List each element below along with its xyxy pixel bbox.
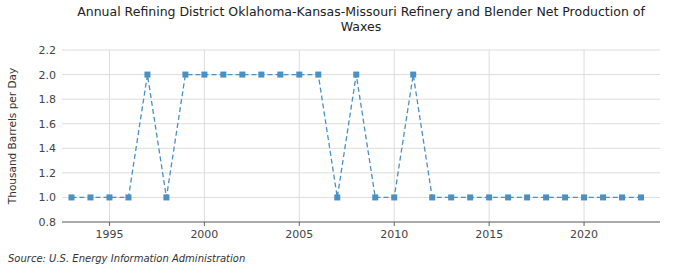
point: [163, 194, 169, 200]
point: [201, 72, 207, 78]
point: [296, 72, 302, 78]
point: [543, 194, 549, 200]
x-tick: [109, 222, 110, 226]
point: [106, 194, 112, 200]
title-line: Waxes: [341, 19, 381, 34]
point: [429, 194, 435, 200]
point: [391, 194, 397, 200]
y-grid-line: [62, 123, 660, 124]
y-tick-label: 0.8: [39, 216, 57, 229]
point: [144, 72, 150, 78]
series-line: [71, 75, 641, 198]
point: [619, 194, 625, 200]
y-grid-line: [62, 148, 660, 149]
point: [562, 194, 568, 200]
point: [220, 72, 226, 78]
y-tick-label: 1.0: [39, 191, 57, 204]
x-tick-label: 2020: [570, 228, 598, 241]
x-tick: [489, 222, 490, 226]
point: [353, 72, 359, 78]
chart: Annual Refining District Oklahoma-Kansas…: [0, 0, 675, 275]
point: [258, 72, 264, 78]
point: [372, 194, 378, 200]
x-tick-label: 2015: [475, 228, 503, 241]
x-axis-line: [62, 222, 660, 223]
point: [277, 72, 283, 78]
point: [524, 194, 530, 200]
annotation: Source: U.S. Energy Information Administ…: [8, 253, 245, 264]
point: [505, 194, 511, 200]
y-tick-label: 1.6: [39, 118, 57, 131]
x-tick-label: 2010: [380, 228, 408, 241]
point: [600, 194, 606, 200]
point: [448, 194, 454, 200]
title: Annual Refining District Oklahoma-Kansas…: [77, 4, 645, 34]
point: [334, 194, 340, 200]
y-axis-label: Thousand Barrels per Day: [6, 68, 18, 205]
y-tick-label: 1.8: [39, 93, 57, 106]
grid: [62, 50, 660, 222]
title-line: Annual Refining District Oklahoma-Kansas…: [77, 4, 645, 19]
y-tick-label: 2.0: [39, 69, 57, 82]
point: [581, 194, 587, 200]
y-grid-line: [62, 74, 660, 75]
point: [239, 72, 245, 78]
y-grid-line: [62, 222, 660, 223]
point: [182, 72, 188, 78]
data: [68, 72, 644, 201]
x-tick: [299, 222, 300, 226]
point: [125, 194, 131, 200]
x-tick: [584, 222, 585, 226]
x-tick: [204, 222, 205, 226]
y-grid-line: [62, 99, 660, 100]
point: [638, 194, 644, 200]
y-tick-label: 1.2: [39, 167, 57, 180]
y-grid-line: [62, 197, 660, 198]
point: [68, 194, 74, 200]
x-tick: [394, 222, 395, 226]
x-tick-label: 2000: [190, 228, 218, 241]
axes: 0.8 1.0 1.2 1.4 1.6 1.8 2.0 2.2 1995 2000 2005 2010…: [39, 44, 661, 241]
point: [87, 194, 93, 200]
x-tick-label: 1995: [95, 228, 123, 241]
x-tick-label: 2005: [285, 228, 313, 241]
y-grid-line: [62, 50, 660, 51]
y-tick-label: 2.2: [39, 44, 57, 57]
point: [486, 194, 492, 200]
point: [467, 194, 473, 200]
point: [315, 72, 321, 78]
y-tick-label: 1.4: [39, 142, 57, 155]
point: [410, 72, 416, 78]
y-grid-line: [62, 172, 660, 173]
